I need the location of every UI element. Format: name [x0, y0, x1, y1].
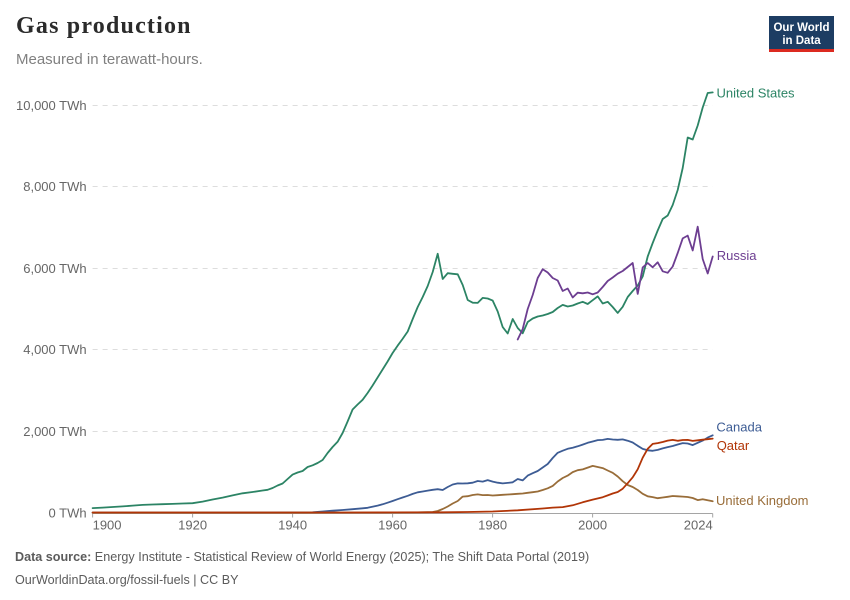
svg-text:Canada: Canada — [716, 419, 762, 434]
svg-text:1960: 1960 — [378, 518, 407, 533]
svg-text:6,000 TWh: 6,000 TWh — [23, 261, 86, 276]
svg-text:2024: 2024 — [684, 518, 713, 533]
svg-text:United States: United States — [717, 86, 796, 101]
svg-text:Russia: Russia — [717, 248, 758, 263]
svg-text:2,000 TWh: 2,000 TWh — [23, 424, 86, 439]
svg-text:4,000 TWh: 4,000 TWh — [23, 342, 86, 357]
svg-text:1920: 1920 — [178, 518, 207, 533]
svg-text:United Kingdom: United Kingdom — [716, 493, 809, 508]
svg-text:2000: 2000 — [578, 518, 607, 533]
svg-text:10,000 TWh: 10,000 TWh — [16, 98, 87, 113]
svg-text:1940: 1940 — [278, 518, 307, 533]
svg-text:8,000 TWh: 8,000 TWh — [23, 179, 86, 194]
svg-text:0 TWh: 0 TWh — [49, 506, 87, 521]
svg-text:1900: 1900 — [93, 518, 122, 533]
svg-text:1980: 1980 — [478, 518, 507, 533]
svg-text:Qatar: Qatar — [717, 438, 750, 453]
